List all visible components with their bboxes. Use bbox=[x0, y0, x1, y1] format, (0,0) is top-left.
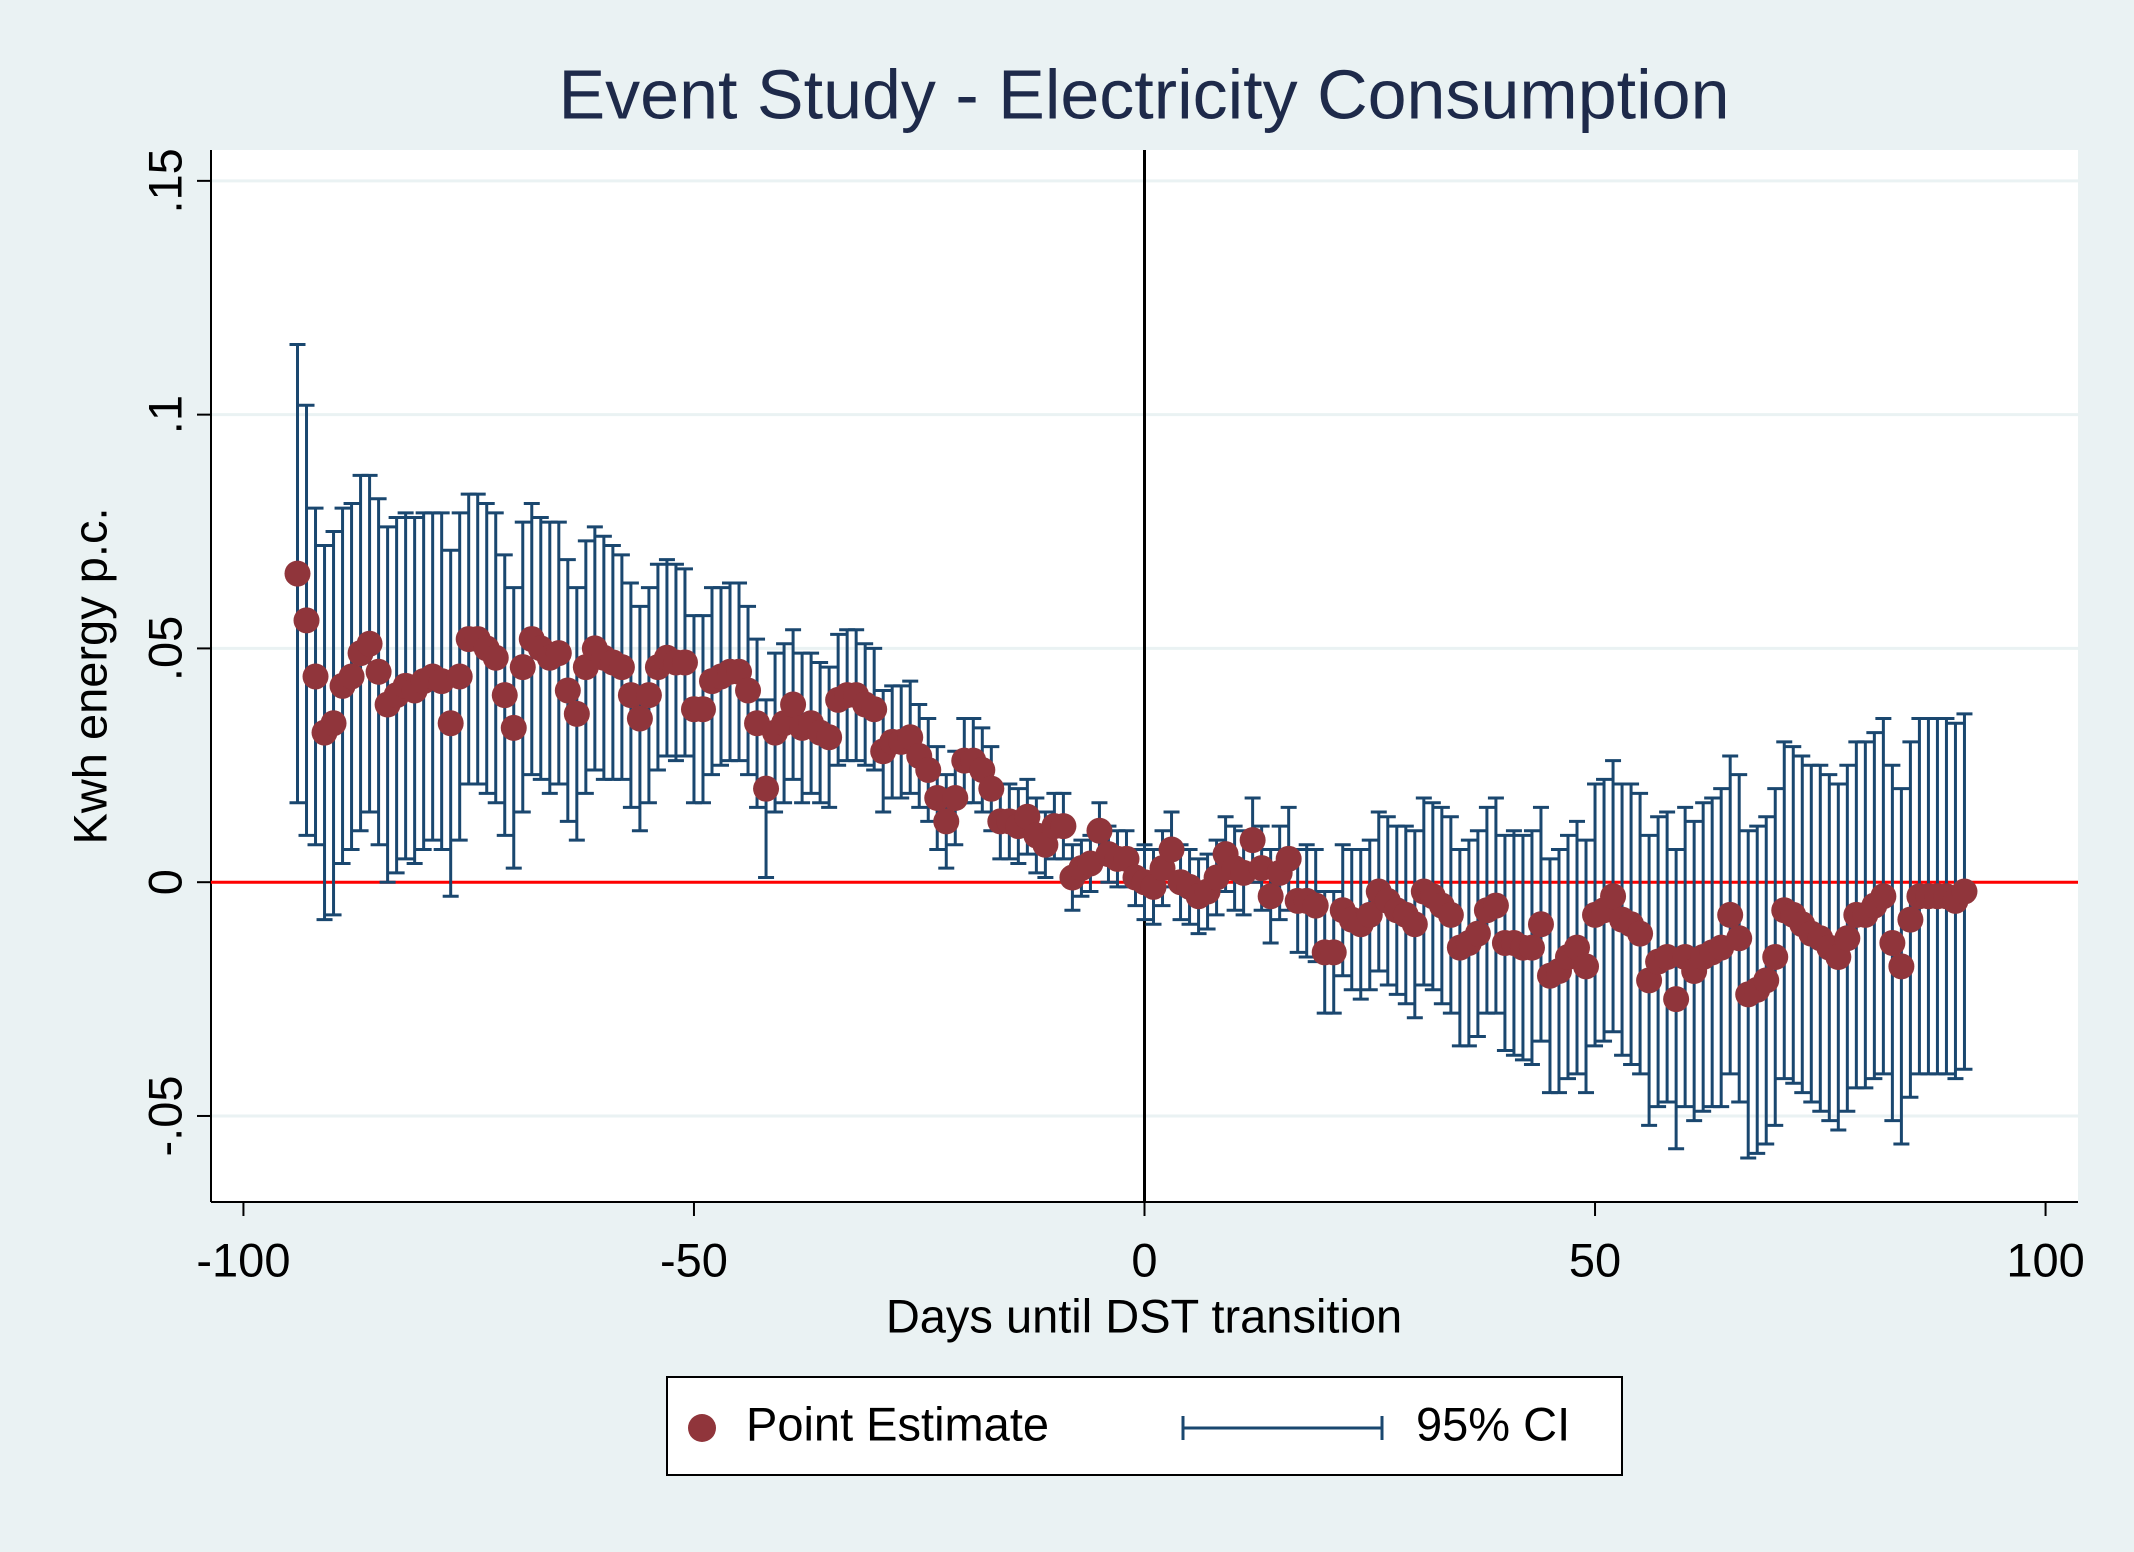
point bbox=[1879, 929, 1906, 956]
point bbox=[608, 654, 635, 681]
y-tick-label: 0 bbox=[138, 869, 191, 895]
x-axis-title: Days until DST transition bbox=[886, 1289, 1402, 1342]
point bbox=[1275, 845, 1302, 872]
point bbox=[1437, 901, 1464, 928]
x-tick-label: 0 bbox=[1131, 1233, 1157, 1286]
legend-box bbox=[666, 1376, 1623, 1476]
point bbox=[1573, 953, 1600, 980]
point bbox=[1464, 920, 1491, 947]
legend-label: Point Estimate bbox=[746, 1397, 1049, 1450]
point bbox=[617, 682, 644, 709]
point bbox=[1717, 901, 1744, 928]
point bbox=[482, 644, 509, 671]
point bbox=[861, 696, 888, 723]
point bbox=[1627, 920, 1654, 947]
point bbox=[500, 714, 527, 741]
point bbox=[753, 775, 780, 802]
point bbox=[284, 560, 311, 587]
point bbox=[1086, 817, 1113, 844]
point bbox=[780, 691, 807, 718]
x-tick-label: -100 bbox=[196, 1233, 290, 1286]
point bbox=[338, 663, 365, 690]
y-tick-label: .15 bbox=[138, 148, 191, 213]
point bbox=[735, 677, 762, 704]
point bbox=[1762, 944, 1789, 971]
point bbox=[816, 724, 843, 751]
point bbox=[1518, 934, 1545, 961]
point bbox=[563, 700, 590, 727]
point bbox=[1834, 925, 1861, 952]
legend-label: 95% CI bbox=[1416, 1397, 1570, 1450]
point bbox=[933, 808, 960, 835]
point bbox=[924, 785, 951, 812]
point bbox=[1239, 827, 1266, 854]
point bbox=[302, 663, 329, 690]
point bbox=[1158, 836, 1185, 863]
chart-title: Event Study - Electricity Consumption bbox=[558, 55, 1729, 133]
point bbox=[689, 696, 716, 723]
point bbox=[509, 654, 536, 681]
point bbox=[1527, 911, 1554, 938]
point bbox=[1302, 892, 1329, 919]
point bbox=[1654, 944, 1681, 971]
x-tick-label: 50 bbox=[1569, 1233, 1621, 1286]
point bbox=[1257, 883, 1284, 910]
point bbox=[942, 785, 969, 812]
point bbox=[1401, 911, 1428, 938]
point bbox=[1600, 883, 1627, 910]
point bbox=[1726, 925, 1753, 952]
point bbox=[1753, 967, 1780, 994]
point bbox=[554, 677, 581, 704]
legend-marker bbox=[688, 1414, 716, 1442]
point bbox=[437, 710, 464, 737]
point bbox=[671, 649, 698, 676]
point bbox=[1663, 986, 1690, 1013]
point bbox=[545, 640, 572, 667]
y-tick-label: .1 bbox=[138, 395, 191, 434]
point bbox=[446, 663, 473, 690]
point bbox=[635, 682, 662, 709]
point bbox=[356, 630, 383, 657]
y-tick-label: -.05 bbox=[138, 1075, 191, 1156]
point bbox=[915, 756, 942, 783]
point bbox=[1356, 901, 1383, 928]
point bbox=[626, 705, 653, 732]
x-tick-label: 100 bbox=[2006, 1233, 2084, 1286]
x-tick-label: -50 bbox=[660, 1233, 728, 1286]
point bbox=[1870, 883, 1897, 910]
point bbox=[978, 775, 1005, 802]
point bbox=[1951, 878, 1978, 905]
y-axis-title: Kwh energy p.c. bbox=[63, 507, 116, 844]
point bbox=[491, 682, 518, 709]
point bbox=[1320, 939, 1347, 966]
y-tick-label: .05 bbox=[138, 616, 191, 681]
point bbox=[1888, 953, 1915, 980]
point bbox=[365, 658, 392, 685]
point bbox=[1050, 813, 1077, 840]
point bbox=[293, 607, 320, 634]
point bbox=[1482, 892, 1509, 919]
point bbox=[1897, 906, 1924, 933]
point bbox=[320, 710, 347, 737]
